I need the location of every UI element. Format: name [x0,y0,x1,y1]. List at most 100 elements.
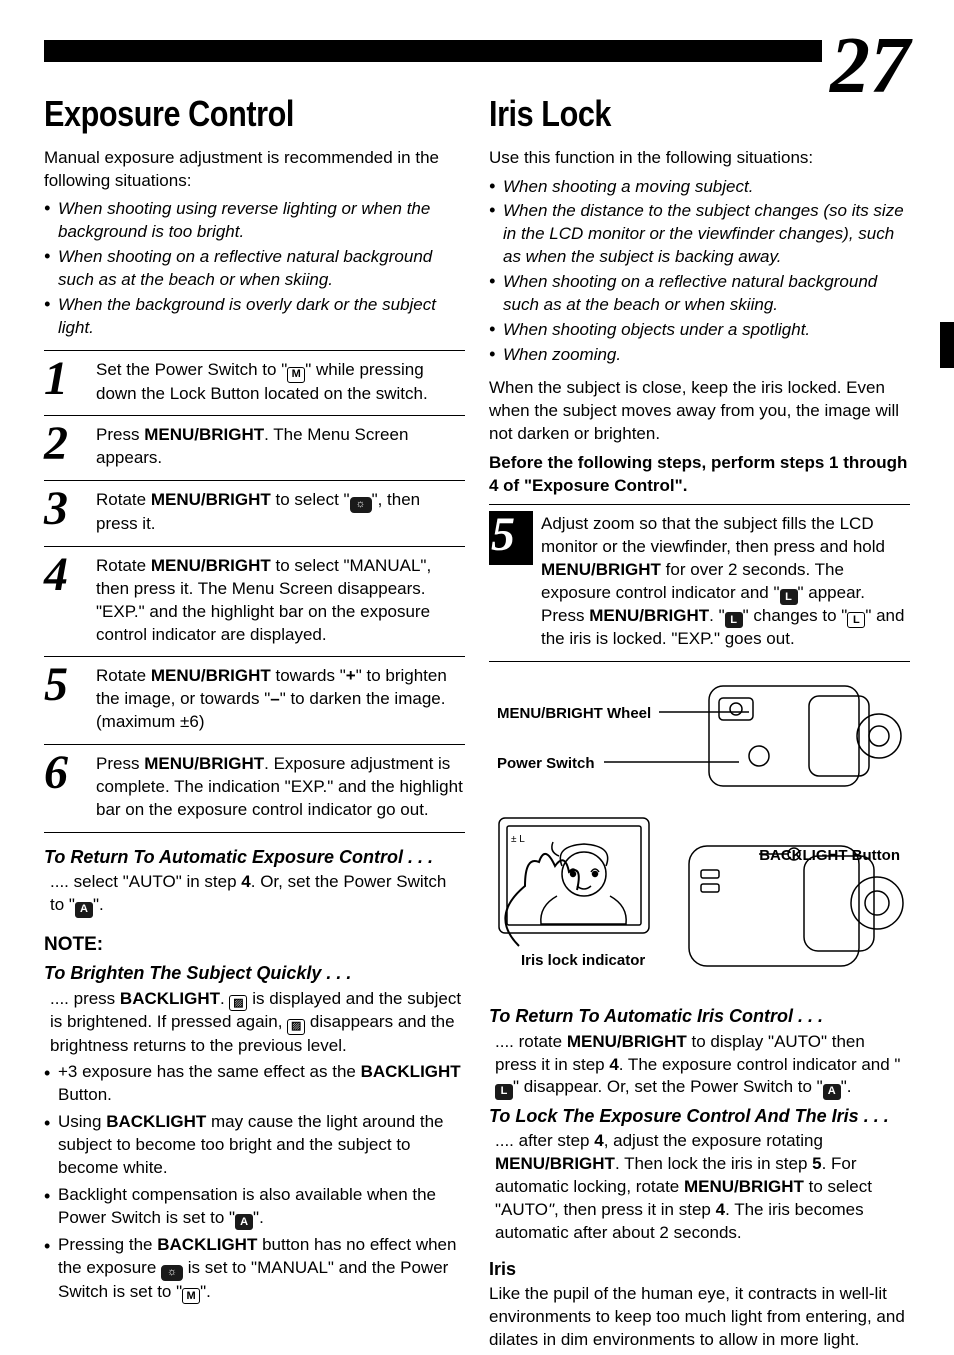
iris-title: Iris Lock [489,90,847,139]
backlight-icon: ▨ [287,1019,305,1035]
text: Press [96,425,144,444]
text: +3 exposure has the same effect as the [58,1062,361,1081]
step-3: 3 Rotate MENU/BRIGHT to select "☼", then… [44,480,465,545]
m-icon: M [287,367,305,383]
text: 4 [716,1200,725,1219]
page-content: Exposure Control Manual exposure adjustm… [44,90,910,1325]
note-label: NOTE: [44,932,465,958]
text: .... select "AUTO" in step [50,872,241,891]
header-bar [44,40,910,62]
iris-paragraph: When the subject is close, keep the iris… [489,377,910,446]
step-text: Press MENU/BRIGHT. The Menu Screen appea… [96,422,465,470]
text: towards " [271,666,346,685]
text: MENU/BRIGHT [567,1032,687,1051]
step-number: 1 [44,357,88,405]
text: – [270,689,279,708]
list-item: When shooting objects under a spotlight. [489,319,910,342]
step-text: Rotate MENU/BRIGHT to select "☼", then p… [96,487,465,535]
exposure-intro: Manual exposure adjustment is recommende… [44,147,465,193]
step-text: Rotate MENU/BRIGHT towards "+" to bright… [96,663,465,734]
list-item: When zooming. [489,344,910,367]
exposure-icon: ☼ [161,1265,183,1281]
step-number: 6 [44,751,88,822]
list-item: When shooting using reverse lighting or … [44,198,465,244]
exposure-icon: ☼ [350,497,372,513]
text: Press [96,754,144,773]
text: MENU/BRIGHT [495,1154,615,1173]
text: 4 [609,1055,618,1074]
text: Adjust zoom so that the subject fills th… [541,514,885,556]
step-text: Press MENU/BRIGHT. Exposure adjustment i… [96,751,465,822]
text: MENU/BRIGHT [684,1177,804,1196]
l-icon: L [780,589,798,605]
camcorder-figure: MENU/BRIGHT Wheel Power Switch BACKLIGHT… [489,676,910,986]
side-tab [940,322,954,368]
text: ". [93,895,104,914]
return-heading: To Return To Automatic Exposure Control … [44,845,465,869]
text: Rotate [96,490,151,509]
text: . " [709,606,724,625]
iris-intro: Use this function in the following situa… [489,147,910,170]
iris-bullets: When shooting a moving subject. When the… [489,176,910,368]
text: MENU/BRIGHT [151,666,271,685]
return-auto-iris-heading: To Return To Automatic Iris Control . . … [489,1004,910,1028]
m-icon: M [182,1288,200,1304]
text: .... press [50,989,120,1008]
text: , adjust the exposure rotating [604,1131,823,1150]
note-body: .... press BACKLIGHT. ▨ is displayed and… [44,988,465,1058]
text: MENU/BRIGHT [144,425,264,444]
a-icon: A [823,1084,841,1100]
text: BACKLIGHT [106,1112,206,1131]
a-icon: A [75,902,93,918]
text: MENU/BRIGHT [151,490,271,509]
text: BACKLIGHT [361,1062,461,1081]
camcorder-illustration: ± L [489,676,909,986]
l-box-icon: L [847,612,865,628]
lock-heading: To Lock The Exposure Control And The Iri… [489,1104,910,1128]
step-text: Adjust zoom so that the subject fills th… [541,511,910,652]
exposure-title: Exposure Control [44,90,402,139]
text: , then press it in step [554,1200,716,1219]
text: BACKLIGHT [120,989,220,1008]
text: to select " [271,490,350,509]
step-number: 3 [44,487,88,535]
left-column: Exposure Control Manual exposure adjustm… [44,90,465,1325]
step-number: 4 [44,553,88,647]
text: 5 [812,1154,821,1173]
text: BACKLIGHT [157,1235,257,1254]
text: " changes to " [743,606,848,625]
text: + [346,666,356,685]
text: Using [58,1112,106,1131]
step-1: 1 Set the Power Switch to "M" while pres… [44,350,465,415]
text: Button. [58,1085,112,1104]
step-text: Set the Power Switch to "M" while pressi… [96,357,465,405]
l-icon: L [495,1084,513,1100]
step-number: 2 [44,422,88,470]
list-item: When the distance to the subject changes… [489,200,910,269]
right-column: Iris Lock Use this function in the follo… [489,90,910,1325]
step-2: 2 Press MENU/BRIGHT. The Menu Screen app… [44,415,465,480]
step-number: 5 [44,663,88,734]
exposure-bullets: When shooting using reverse lighting or … [44,198,465,340]
list-item: When the background is overly dark or th… [44,294,465,340]
list-item: Pressing the BACKLIGHT button has no eff… [44,1234,465,1304]
return-auto-iris-body: .... rotate MENU/BRIGHT to display "AUTO… [489,1031,910,1100]
text: 4 [594,1131,603,1150]
text: ". [841,1077,852,1096]
text: MENU/BRIGHT [144,754,264,773]
step-5: 5 Rotate MENU/BRIGHT towards "+" to brig… [44,656,465,744]
list-item: When shooting on a reflective natural ba… [489,271,910,317]
text: . [220,989,229,1008]
text: . Then lock the iris in step [615,1154,812,1173]
lock-body: .... after step 4, adjust the exposure r… [489,1130,910,1245]
text: Set the Power Switch to " [96,360,287,379]
iris-subhead: Iris [489,1257,910,1281]
text: " disappear. Or, set the Power Switch to… [513,1077,823,1096]
step-6: 6 Press MENU/BRIGHT. Exposure adjustment… [44,744,465,833]
text: MENU/BRIGHT [541,560,661,579]
step-text: Rotate MENU/BRIGHT to select "MANUAL", t… [96,553,465,647]
return-body: .... select "AUTO" in step 4. Or, set th… [44,871,465,917]
text: ". [253,1208,264,1227]
text: . The exposure control indicator and " [619,1055,901,1074]
text: Before the following steps, perform step… [489,453,907,495]
